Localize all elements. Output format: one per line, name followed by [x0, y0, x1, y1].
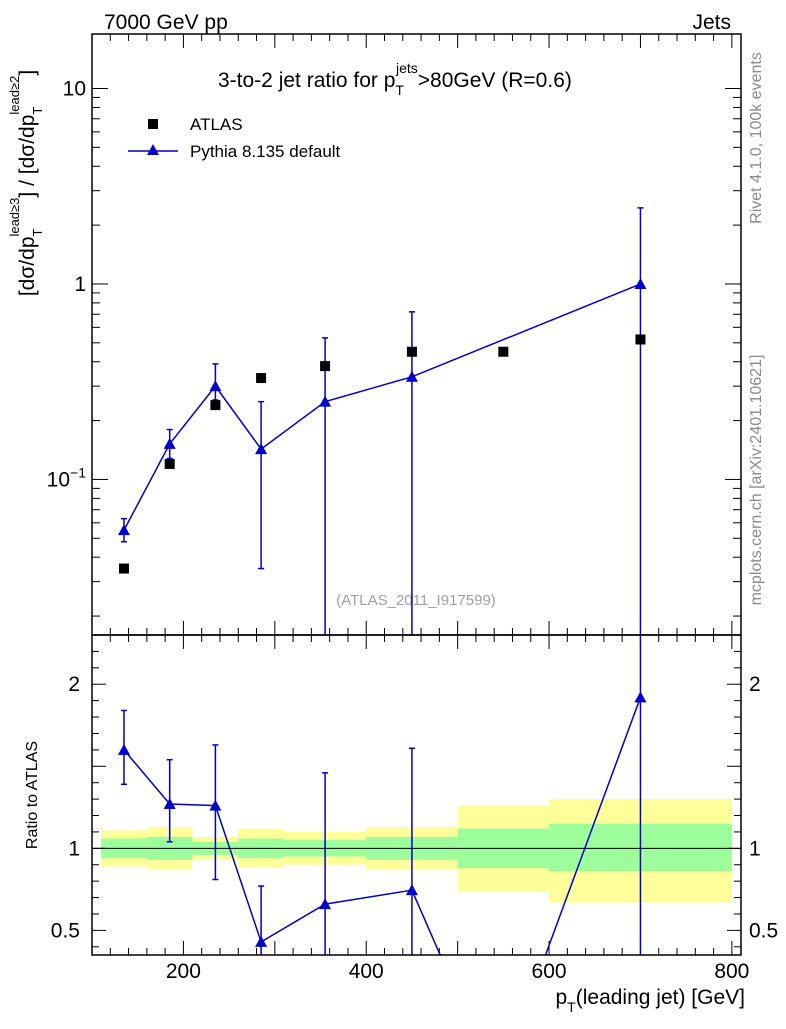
main-ylabel-a: [dσ/dp: [16, 237, 39, 297]
ratio-pythia-point: [319, 898, 332, 910]
ratio-marks: [117, 635, 647, 955]
main-y-tick-exponent: −1: [70, 464, 86, 480]
ratio-y-tick-label-right: 0.5: [749, 919, 778, 942]
main-ylabel-b: ] / [dσ/dp: [16, 115, 39, 198]
atlas-point: [256, 373, 267, 384]
pythia-point: [117, 524, 130, 536]
ratio-x-tick-label: 800: [714, 960, 749, 983]
ratio-pythia-line: [123, 749, 413, 943]
atlas-point: [320, 361, 331, 372]
main-ylabel-sup1: lead≥3: [7, 198, 22, 237]
pythia-point: [319, 395, 332, 407]
ratio-frame: [91, 634, 742, 956]
ratio-bands: [92, 799, 741, 903]
pythia-point: [209, 380, 222, 392]
ratio-pythia-point: [209, 799, 222, 811]
ratio-pythia-point: [117, 743, 130, 755]
main-ylabel: [dσ/dpTlead≥3] / [dσ/dpTlead≥2]: [7, 70, 45, 296]
legend-pythia-label: Pythia 8.135 default: [190, 142, 341, 161]
pythia-point: [255, 443, 268, 455]
xlabel-sub: T: [567, 999, 576, 1015]
main-title-pre: 3-to-2 jet ratio for p: [218, 69, 395, 92]
atlas-point: [498, 346, 509, 357]
ratio-x-tick-label: 200: [166, 960, 201, 983]
main-title: 3-to-2 jet ratio for pTjets>80GeV (R=0.6…: [218, 60, 572, 98]
atlas-point: [210, 400, 221, 411]
pythia-point: [405, 370, 418, 382]
main-ticks: 10 1 10−1: [47, 34, 741, 635]
main-y-tick-label: 1: [74, 273, 86, 296]
ratio-y-tick-label-right: 2: [749, 673, 761, 696]
main-title-post: >80GeV (R=0.6): [418, 69, 572, 92]
ratio-y-tick-label-left: 1: [68, 837, 80, 860]
main-marks: [117, 207, 647, 635]
pythia-point: [634, 277, 647, 289]
atlas-point: [635, 334, 646, 345]
header-right: Jets: [692, 11, 731, 34]
xlabel-pre: p: [555, 986, 567, 1009]
ratio-ylabel: Ratio to ATLAS: [24, 741, 41, 849]
ratio-pythia-point: [255, 935, 268, 947]
ratio-x-tick-label: 400: [349, 960, 384, 983]
ratio-pythia-point: [634, 691, 647, 703]
main-y-tick-label: 10: [63, 77, 86, 100]
ratio-pythia-point: [405, 884, 418, 896]
atlas-point: [164, 458, 175, 469]
main-ylabel-c: ]: [16, 70, 39, 76]
ratio-panel: 200 400 600 800 2 2 1 1 0.5 0.5 Ratio to ATLAS pT…: [24, 634, 778, 1015]
ratio-pythia-line-offscale: [411, 697, 642, 955]
atlas-point: [118, 563, 129, 574]
main-ylabel-sup2: lead≥2: [7, 76, 22, 115]
ratio-xlabel: pT(leading jet) [GeV]: [555, 986, 745, 1015]
ratio-ticks: 200 400 600 800 2 2 1 1 0.5 0.5: [51, 634, 778, 983]
pythia-point: [163, 437, 176, 449]
ratio-y-tick-label-left: 0.5: [51, 919, 80, 942]
ratio-x-tick-label: 600: [532, 960, 567, 983]
header-left: 7000 GeV pp: [104, 11, 228, 34]
main-ylabel-sub2: T: [30, 107, 45, 115]
ratio-pythia-point: [163, 798, 176, 810]
main-ylabel-sub1: T: [30, 229, 45, 237]
main-title-sub: T: [395, 82, 404, 98]
legend-atlas-marker: [148, 119, 158, 129]
atlas-point: [406, 346, 417, 357]
ratio-y-tick-label-left: 2: [68, 673, 80, 696]
mcplots-label: mcplots.cern.ch [arXiv:2401.10621]: [748, 355, 765, 606]
xlabel-post: (leading jet) [GeV]: [576, 986, 745, 1009]
watermark: (ATLAS_2011_I917599): [336, 592, 496, 609]
legend-atlas-label: ATLAS: [190, 115, 243, 134]
ratio-y-tick-label-right: 1: [749, 837, 761, 860]
legend-pythia-marker: [147, 144, 159, 155]
main-title-sup: jets: [395, 60, 418, 76]
pythia-line: [123, 283, 641, 531]
main-y-tick-label: 10−1: [47, 464, 87, 491]
rivet-label: Rivet 4.1.0, 100k events: [748, 52, 765, 224]
